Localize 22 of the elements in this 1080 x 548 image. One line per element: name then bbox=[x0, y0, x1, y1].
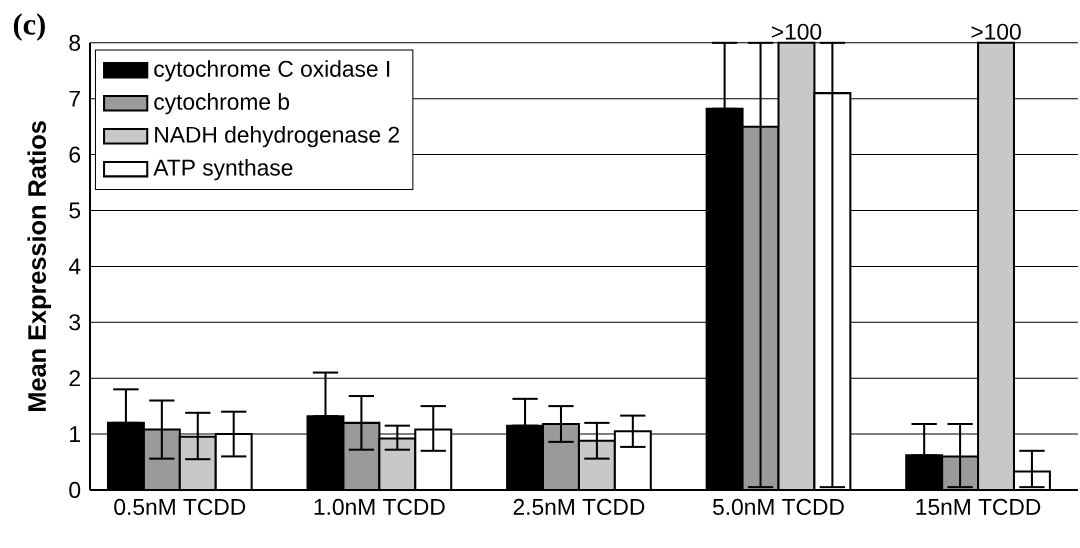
legend-label: cytochrome b bbox=[154, 93, 290, 115]
data-label: >100 bbox=[971, 23, 1021, 40]
legend-label: NADH dehydrogenase 2 bbox=[155, 126, 399, 148]
y-tick-label: 3 bbox=[69, 314, 81, 331]
y-tick-label: 2 bbox=[69, 370, 80, 387]
y-tick-label: 6 bbox=[69, 146, 81, 163]
y-tick-label: 4 bbox=[68, 258, 81, 275]
x-tick-label: 1.0nM TCDD bbox=[314, 498, 445, 516]
x-tick-label: 0.5nM TCDD bbox=[114, 498, 246, 516]
x-tick-label: 2.5nM TCDD bbox=[513, 498, 645, 516]
chart-title: (c) bbox=[13, 13, 45, 41]
y-tick-label: 7 bbox=[69, 90, 80, 107]
x-tick-label: 15nM TCDD bbox=[916, 498, 1041, 516]
legend-label: cytochrome C oxidase I bbox=[154, 60, 390, 82]
y-axis-title: Mean Expression Ratios bbox=[27, 121, 52, 411]
y-tick-label: 8 bbox=[69, 34, 81, 51]
x-tick-label: 5.0nM TCDD bbox=[712, 498, 844, 516]
data-label: >100 bbox=[771, 23, 822, 40]
y-tick-label: 5 bbox=[69, 202, 81, 219]
y-tick-label: 0 bbox=[69, 481, 81, 499]
y-tick-label: 1 bbox=[70, 426, 80, 442]
legend-label: ATP synthase bbox=[153, 159, 293, 181]
